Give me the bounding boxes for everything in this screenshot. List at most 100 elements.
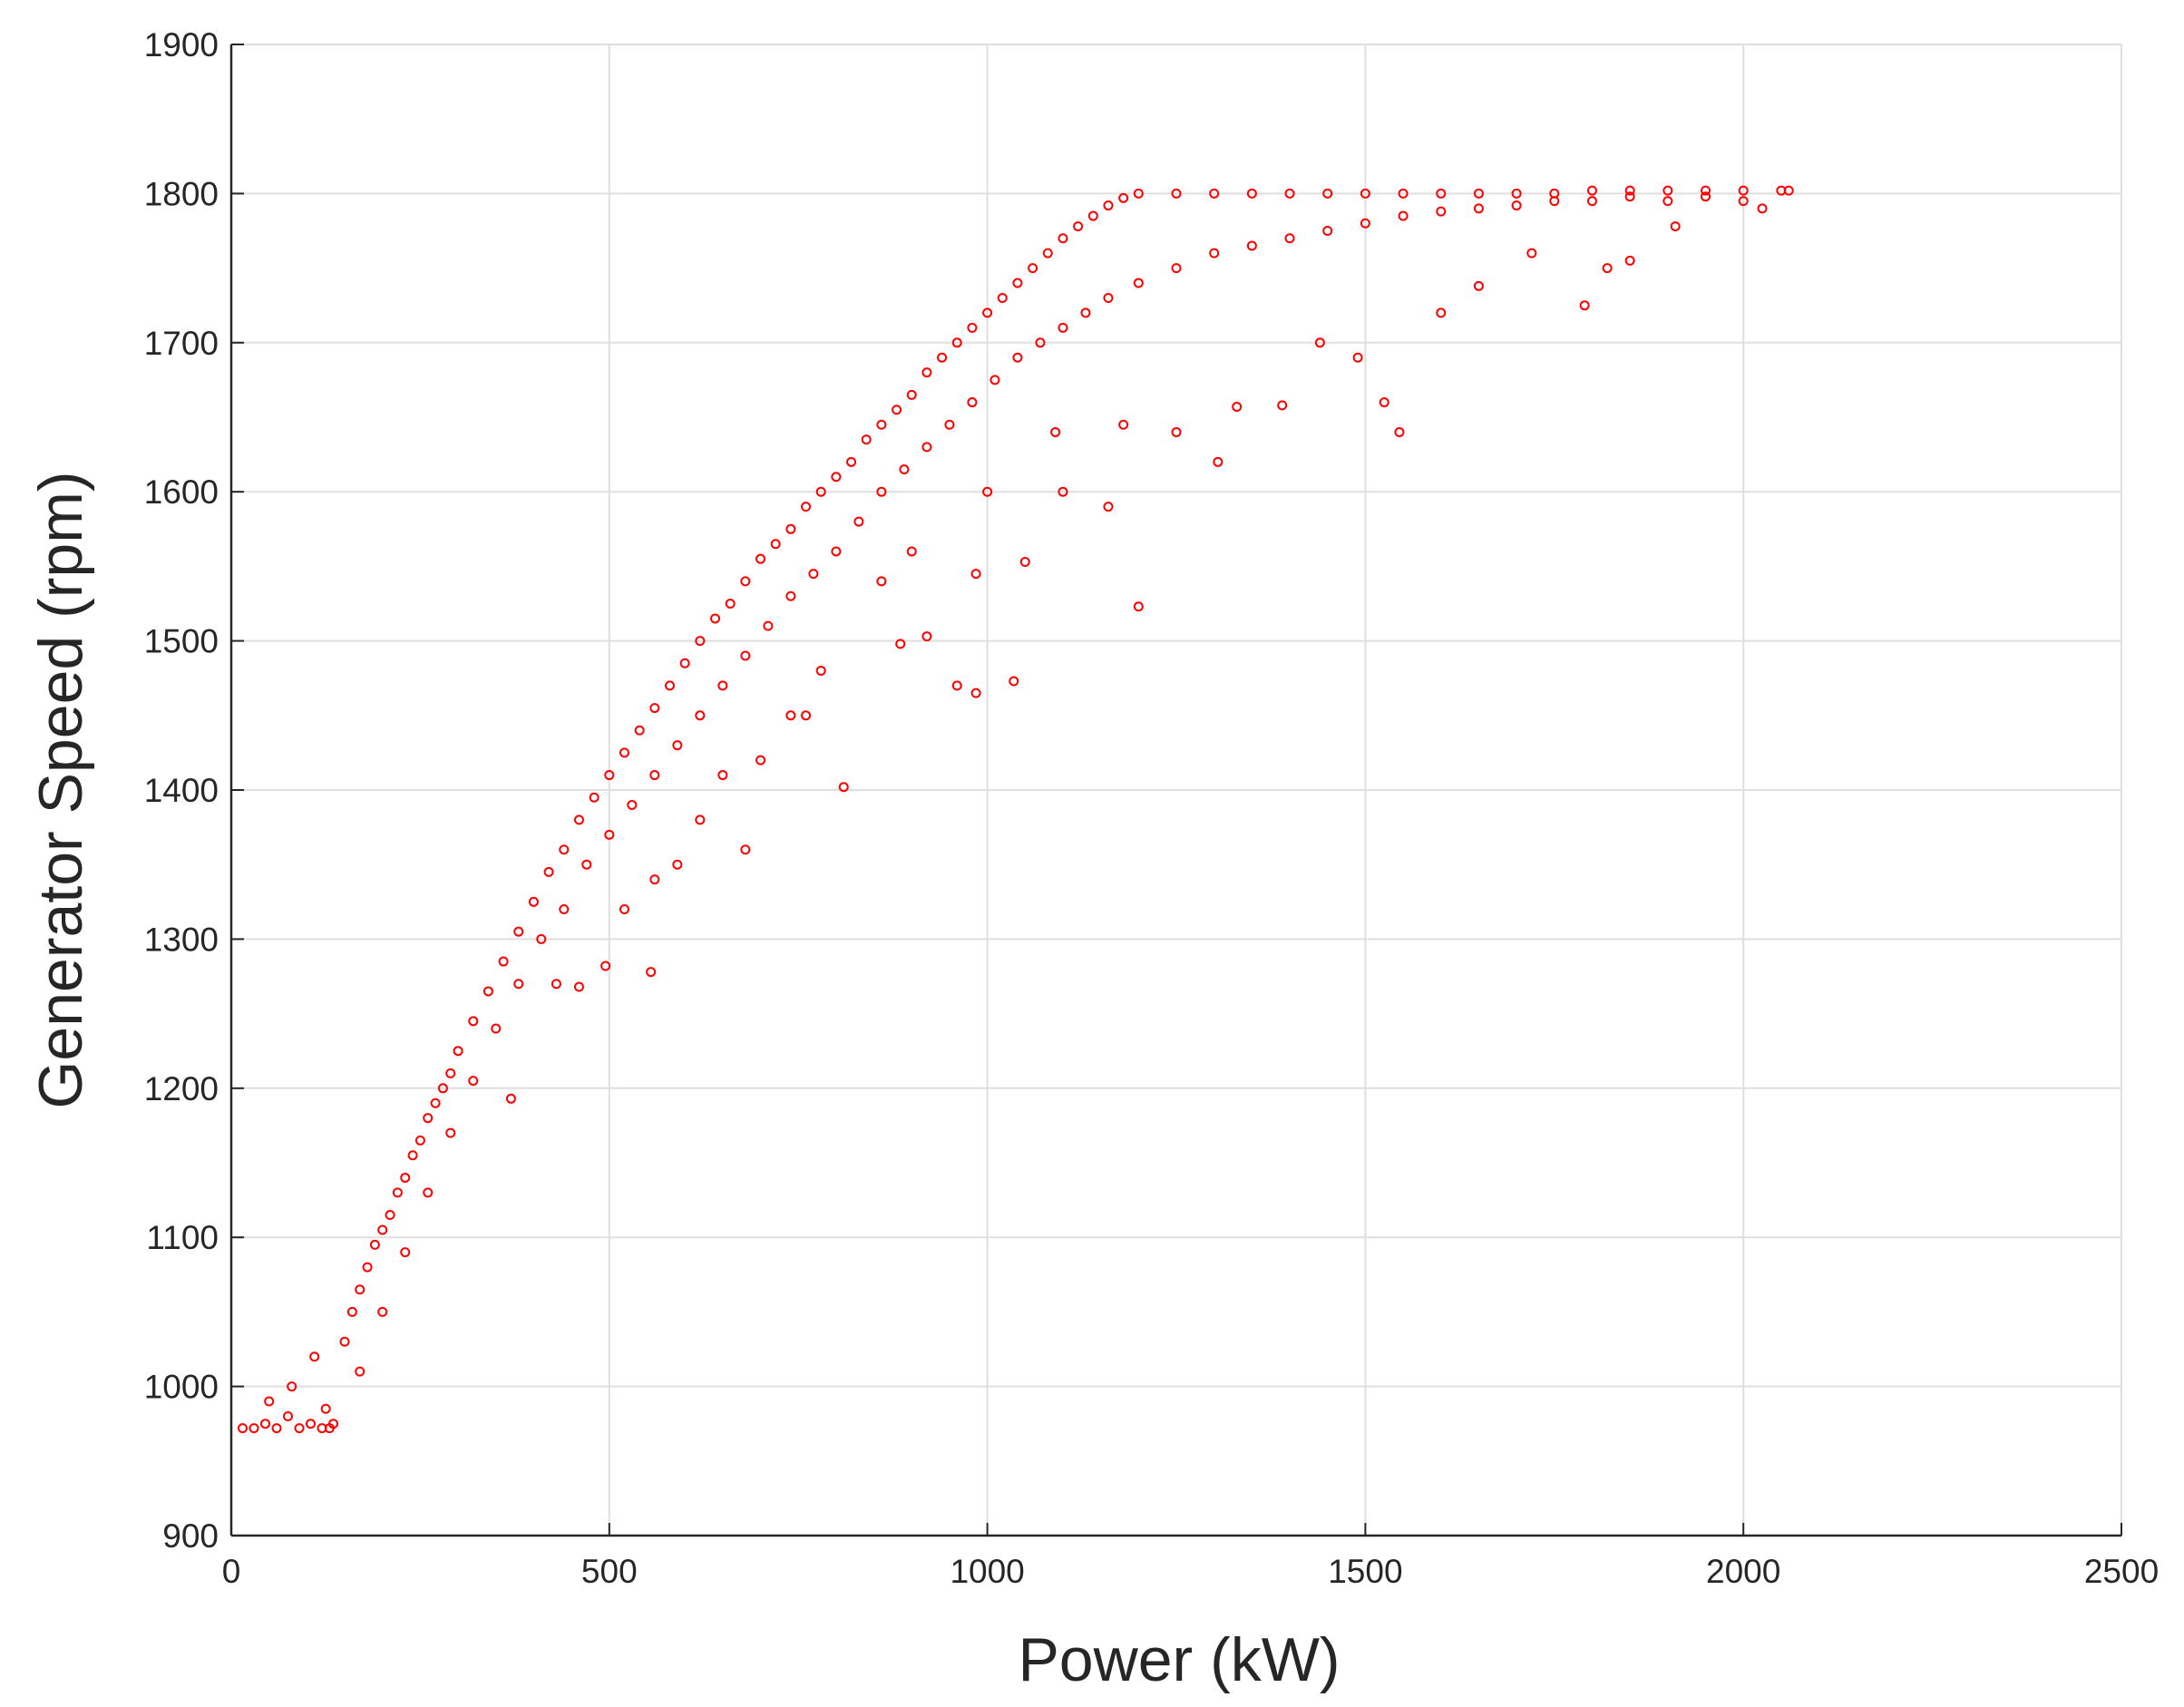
point: [1624, 255, 1635, 266]
point: [1322, 226, 1333, 236]
point: [1232, 401, 1243, 412]
point: [717, 770, 728, 781]
point: [423, 1113, 434, 1124]
point: [906, 546, 917, 557]
point: [770, 539, 781, 550]
point: [1473, 188, 1484, 199]
point: [1783, 185, 1794, 196]
point: [756, 755, 766, 766]
point: [1379, 397, 1389, 408]
point: [785, 590, 796, 601]
point: [967, 322, 978, 333]
point: [627, 799, 638, 810]
point: [1087, 210, 1098, 221]
point: [717, 680, 728, 691]
point: [1028, 263, 1038, 274]
point: [1394, 426, 1405, 437]
point: [785, 710, 796, 721]
point: [634, 725, 645, 736]
point: [468, 1016, 479, 1027]
point: [1701, 185, 1711, 196]
point: [1080, 307, 1091, 318]
point: [664, 680, 675, 691]
point: [1314, 337, 1325, 348]
point: [1073, 221, 1084, 232]
point: [763, 620, 774, 631]
point: [876, 419, 887, 430]
point: [990, 375, 1000, 385]
point: [1738, 185, 1749, 196]
point: [377, 1306, 388, 1317]
x-tick-label: 500: [581, 1553, 638, 1590]
point: [1757, 203, 1768, 214]
point: [1012, 352, 1023, 363]
y-tick-label: 1800: [144, 175, 219, 212]
point: [430, 1097, 441, 1108]
point: [970, 688, 981, 698]
point: [1019, 556, 1030, 567]
point: [1662, 185, 1673, 196]
point: [815, 665, 826, 676]
point: [649, 703, 660, 714]
y-tick-label: 1000: [144, 1369, 219, 1406]
y-tick-label: 1700: [144, 325, 219, 362]
point: [1398, 210, 1409, 221]
point: [1277, 400, 1288, 411]
point: [1058, 486, 1068, 497]
point: [573, 981, 584, 992]
point: [1118, 419, 1129, 430]
point: [271, 1423, 282, 1434]
point: [528, 896, 539, 907]
point: [1171, 188, 1182, 199]
point: [710, 613, 721, 624]
point: [1118, 192, 1129, 203]
y-tick-label: 1300: [144, 921, 219, 958]
point: [982, 307, 993, 318]
point: [756, 553, 766, 564]
y-tick-label: 900: [162, 1517, 219, 1555]
point: [1035, 337, 1046, 348]
point: [1360, 218, 1370, 229]
point: [407, 1150, 418, 1161]
point: [1738, 196, 1749, 207]
point: [400, 1172, 411, 1183]
x-axis-label: Power (kW): [1018, 1625, 1340, 1694]
point: [1586, 185, 1597, 196]
point: [1103, 200, 1114, 211]
point: [1624, 191, 1635, 202]
point: [951, 337, 962, 348]
point: [1436, 188, 1447, 199]
point: [672, 740, 683, 751]
point: [695, 814, 706, 825]
point: [801, 710, 812, 721]
y-tick-label: 1400: [144, 772, 219, 809]
point: [483, 986, 493, 997]
point: [320, 1403, 331, 1414]
point: [815, 486, 826, 497]
point: [846, 456, 857, 467]
point: [725, 599, 736, 609]
point: [740, 650, 751, 661]
point: [581, 859, 592, 870]
point: [895, 639, 906, 649]
point: [876, 576, 887, 587]
y-axis-label: Generator Speed (rpm): [26, 472, 95, 1109]
y-tick-label: 1500: [144, 623, 219, 660]
point: [377, 1224, 388, 1235]
point: [1284, 188, 1295, 199]
point: [921, 631, 932, 642]
point: [573, 814, 584, 825]
point: [1511, 200, 1522, 211]
x-tick-label: 0: [222, 1553, 241, 1590]
point: [1246, 240, 1257, 251]
y-tick-label: 1900: [144, 26, 219, 63]
y-tick-label: 1200: [144, 1070, 219, 1107]
point: [1133, 278, 1144, 288]
point: [892, 405, 902, 415]
point: [249, 1423, 259, 1434]
point: [1246, 188, 1257, 199]
point: [468, 1076, 479, 1087]
point: [970, 569, 981, 580]
point: [1398, 188, 1409, 199]
point: [1042, 248, 1053, 258]
